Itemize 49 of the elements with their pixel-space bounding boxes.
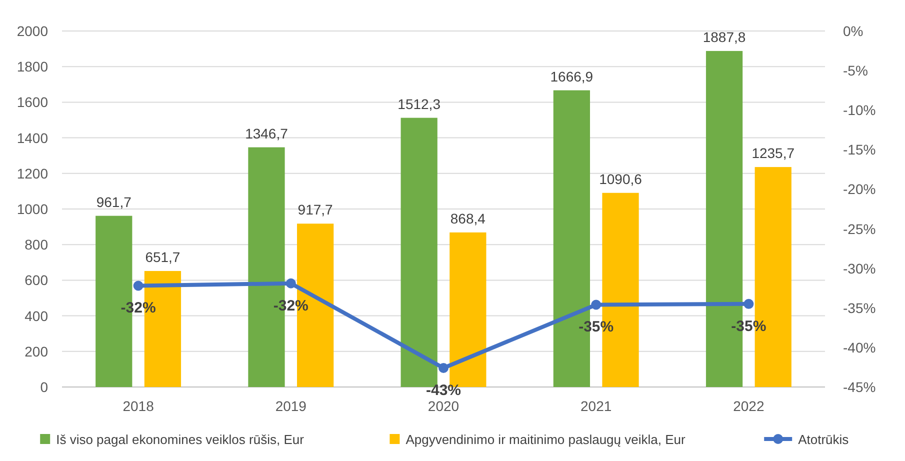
y-tick-label: 1200 <box>16 165 48 182</box>
data-label: 1235,7 <box>752 145 795 162</box>
data-label: 1090,6 <box>599 170 642 187</box>
y-tick-label: 600 <box>24 272 48 288</box>
y-tick-label: 0 <box>40 379 48 395</box>
x-tick-label: 2018 <box>122 398 154 414</box>
data-label: 868,4 <box>450 210 486 226</box>
y2-tick-label: -40% <box>843 339 876 356</box>
data-label: -35% <box>578 318 614 336</box>
y2-tick-label: -5% <box>843 62 868 79</box>
y-tick-label: 1600 <box>16 94 48 110</box>
y-tick-label: 200 <box>24 343 48 360</box>
point <box>133 280 144 291</box>
y2-tick-label: -10% <box>843 102 876 118</box>
data-label: 1346,7 <box>245 125 288 142</box>
point <box>286 278 296 288</box>
y2-tick-label: -25% <box>843 220 876 237</box>
y2-tick-label: 0% <box>843 23 864 39</box>
data-label: -35% <box>731 318 766 335</box>
x-tick-label: 2020 <box>428 398 460 414</box>
legend-label: Iš viso pagal ekonomines veiklos rūšis, Eur <box>56 432 305 447</box>
y-tick-label: 1000 <box>16 201 48 217</box>
data-label: -32% <box>120 300 156 317</box>
y2-tick-label: -35% <box>843 300 876 316</box>
point <box>591 300 602 310</box>
data-label: 961,7 <box>96 194 132 210</box>
y2-tick-label: -15% <box>843 142 876 158</box>
data-label: 1887,8 <box>702 28 746 45</box>
legend-label: Atotrūkis <box>798 432 850 447</box>
data-label: -32% <box>273 297 308 314</box>
y-tick-label: 1800 <box>16 58 48 75</box>
data-label: 651,7 <box>145 248 180 265</box>
y-tick-label: 800 <box>24 236 48 253</box>
y2-tick-label: -30% <box>843 260 876 276</box>
y-tick-label: 2000 <box>16 23 48 39</box>
point <box>744 298 754 309</box>
x-tick-label: 2021 <box>580 398 612 414</box>
y-tick-label: 1400 <box>16 130 48 146</box>
point <box>438 363 448 374</box>
x-tick-label: 2019 <box>275 398 307 414</box>
data-label: 1666,9 <box>550 68 594 84</box>
data-label: 917,7 <box>298 202 334 218</box>
x-tick-label: 2022 <box>733 398 764 414</box>
data-label: -43% <box>426 382 462 400</box>
y-tick-label: 400 <box>24 308 48 324</box>
y2-tick-label: -20% <box>843 181 876 198</box>
y2-tick-label: -45% <box>843 379 876 395</box>
data-label: 1512,3 <box>398 96 441 112</box>
legend-label: Apgyvendinimo ir maitinimo paslaugų veikla, Eur <box>406 432 686 447</box>
